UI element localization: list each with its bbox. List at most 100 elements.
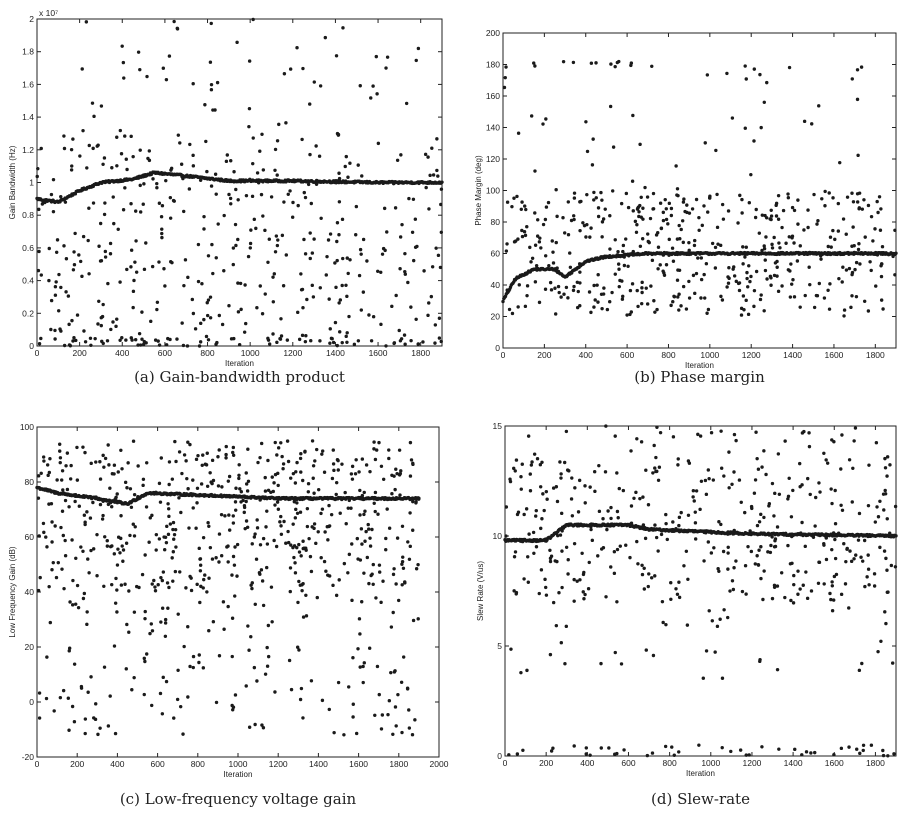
sample-point [662,273,667,277]
sample-point [265,542,270,546]
sample-point [658,430,663,435]
sample-point [133,260,137,264]
sample-point [271,300,276,304]
sample-point [184,459,188,463]
sample-point [810,122,814,126]
sample-point [335,343,339,348]
sample-point [113,601,118,605]
sample-point [534,263,539,268]
sample-point [638,142,642,147]
sample-point [634,230,639,235]
sample-point [333,261,337,265]
sample-point [526,555,530,559]
sample-point [216,455,220,459]
sample-point [756,562,761,567]
sample-point [572,196,577,200]
sample-point [206,338,211,342]
sample-point [777,241,781,245]
sample-point [81,445,85,449]
sample-point [638,244,643,248]
sample-point [841,265,845,269]
sample-point [851,466,855,470]
sample-point [755,456,759,461]
sample-point [411,461,415,466]
sample-point [510,311,515,316]
sample-point [682,197,686,201]
sample-point [600,198,604,202]
sample-point [411,197,416,201]
sample-point [651,207,656,211]
sample-point [801,583,805,587]
sample-point [48,620,53,625]
sample-point [320,452,324,456]
sample-point [592,190,596,195]
sample-point [147,540,151,544]
sample-point [434,246,438,250]
sample-point [60,567,64,571]
sample-point [702,204,706,208]
sample-point [732,528,736,533]
sample-point [669,213,674,218]
sample-point [616,262,621,266]
sample-point [108,486,112,490]
sample-point [610,523,615,527]
sample-point [237,342,242,347]
sample-point [234,187,238,192]
sample-point [580,551,584,556]
sample-point [583,592,587,597]
x-tick-label: 1600 [349,759,368,769]
sample-point [572,214,576,218]
x-tick-label: 800 [663,758,677,768]
sample-point [168,216,173,220]
sample-point [67,646,72,650]
sample-point [208,60,213,64]
sample-point [596,300,600,304]
sample-point [704,492,709,497]
sample-point [141,342,146,347]
sample-point [83,340,88,344]
sample-point [234,508,238,512]
sample-point [39,273,43,277]
sample-point [644,468,648,472]
sample-point [617,59,621,64]
sample-point [543,287,548,291]
sample-point [854,553,858,557]
sample-point [644,648,648,652]
sample-point [769,208,773,213]
sample-point [830,580,834,584]
sample-point [520,462,524,466]
sample-point [62,134,66,138]
sample-point [653,523,657,527]
sample-point [304,334,308,338]
sample-point [572,217,576,222]
sample-point [635,437,639,441]
sample-point [763,268,768,273]
sample-point [408,440,413,445]
sample-point [530,256,535,260]
sample-point [400,583,404,587]
sample-point [91,146,95,151]
sample-point [70,704,75,709]
sample-point [407,708,411,712]
sample-point [340,340,344,345]
sample-point [54,575,59,580]
sample-point [301,539,305,543]
sample-point [142,692,146,697]
sample-point [273,147,278,152]
sample-point [186,695,190,699]
sample-point [113,731,118,736]
sample-point [875,253,880,257]
sample-point [770,535,774,539]
sample-point [681,284,686,289]
sample-point [173,527,178,532]
sample-point [807,431,811,435]
sample-point [851,200,856,204]
sample-point [710,619,715,623]
sample-point [239,307,243,312]
sample-point [862,538,867,543]
sample-point [328,232,333,236]
sample-point [70,318,74,323]
sample-point [543,217,548,222]
sample-point [704,649,709,653]
sample-point [564,285,569,290]
